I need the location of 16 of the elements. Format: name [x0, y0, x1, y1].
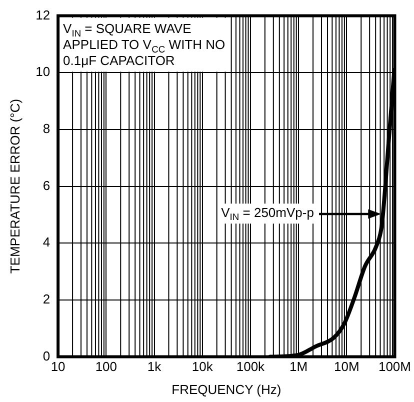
y-axis-title: TEMPERATURE ERROR (°C): [7, 98, 22, 274]
y-tick-label: 6: [42, 178, 50, 193]
x-tick-label: 1M: [290, 359, 308, 374]
y-tick-label: 10: [36, 64, 50, 80]
y-tick-label: 8: [42, 121, 50, 136]
y-tick-label: 12: [36, 7, 50, 22]
y-tick-label: 0: [42, 348, 50, 364]
y-tick-label: 4: [42, 234, 50, 250]
y-tick-label: 2: [42, 292, 50, 307]
x-tick-label: 100: [95, 359, 118, 374]
x-axis-title: FREQUENCY (Hz): [172, 382, 282, 397]
x-tick-label: 10k: [192, 359, 214, 374]
x-tick-label: 100k: [236, 359, 266, 374]
x-tick-label: 10M: [334, 359, 360, 374]
x-tick-label: 100M: [378, 359, 412, 374]
x-tick-label: 1k: [147, 359, 162, 374]
